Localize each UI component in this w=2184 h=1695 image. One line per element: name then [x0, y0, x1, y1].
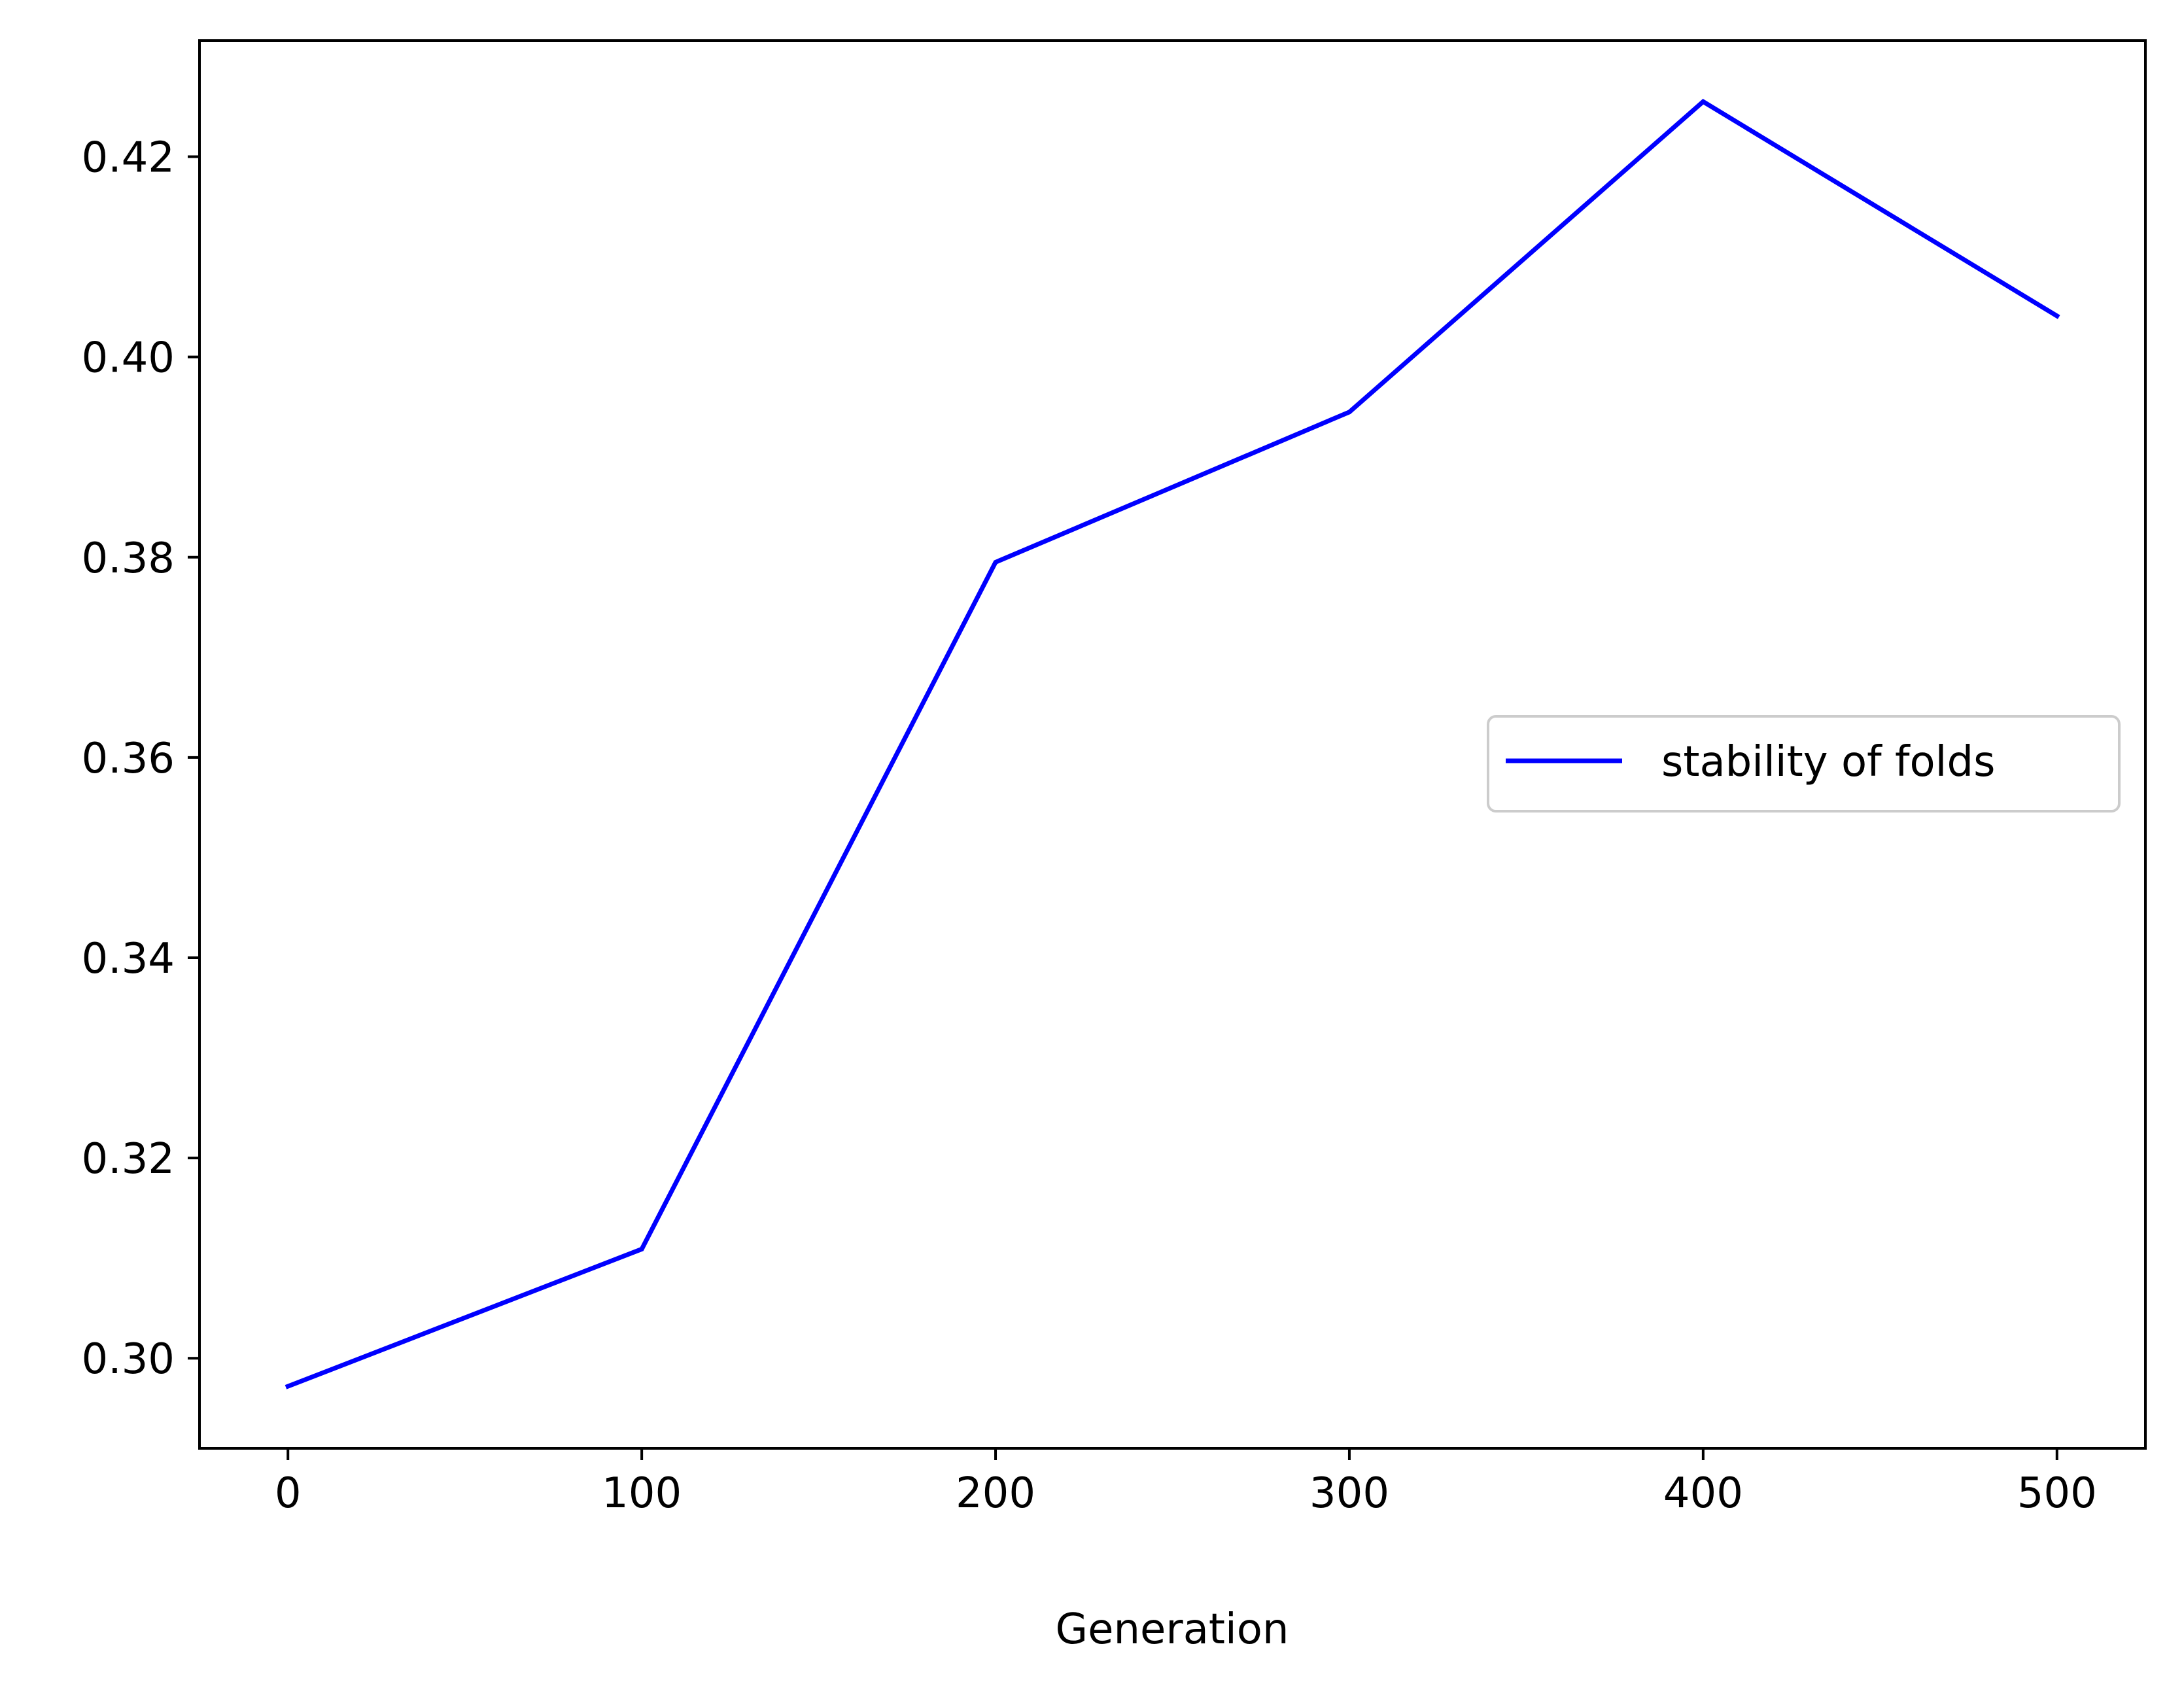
x-tick-label: 200	[956, 1469, 1035, 1518]
x-tick-label: 400	[1663, 1469, 1743, 1518]
x-tick-label: 0	[275, 1469, 302, 1518]
y-tick-label: 0.32	[82, 1135, 175, 1183]
legend-box	[1487, 715, 2121, 813]
x-axis-label: Generation	[1055, 1605, 1289, 1654]
legend: stability of folds	[1487, 715, 2121, 813]
x-tick-label: 500	[2017, 1469, 2097, 1518]
plot-frame	[198, 39, 2147, 1450]
y-tick-label: 0.34	[82, 935, 175, 983]
ticks-layer: 0 100 200 300 400 500 0.30 0.32 0.34 0.36 0.38 0.40…	[82, 134, 2097, 1518]
legend-label: stability of folds	[1661, 738, 1995, 786]
y-tick-label: 0.36	[82, 735, 175, 783]
x-tick-label: 100	[602, 1469, 682, 1518]
x-tick-label: 300	[1309, 1469, 1389, 1518]
y-tick-label: 0.40	[82, 334, 175, 383]
y-tick-label: 0.30	[82, 1335, 175, 1384]
series-layer	[285, 99, 2060, 1389]
y-tick-label: 0.42	[82, 134, 175, 183]
series-line	[285, 99, 2060, 1389]
y-tick-label: 0.38	[82, 534, 175, 583]
